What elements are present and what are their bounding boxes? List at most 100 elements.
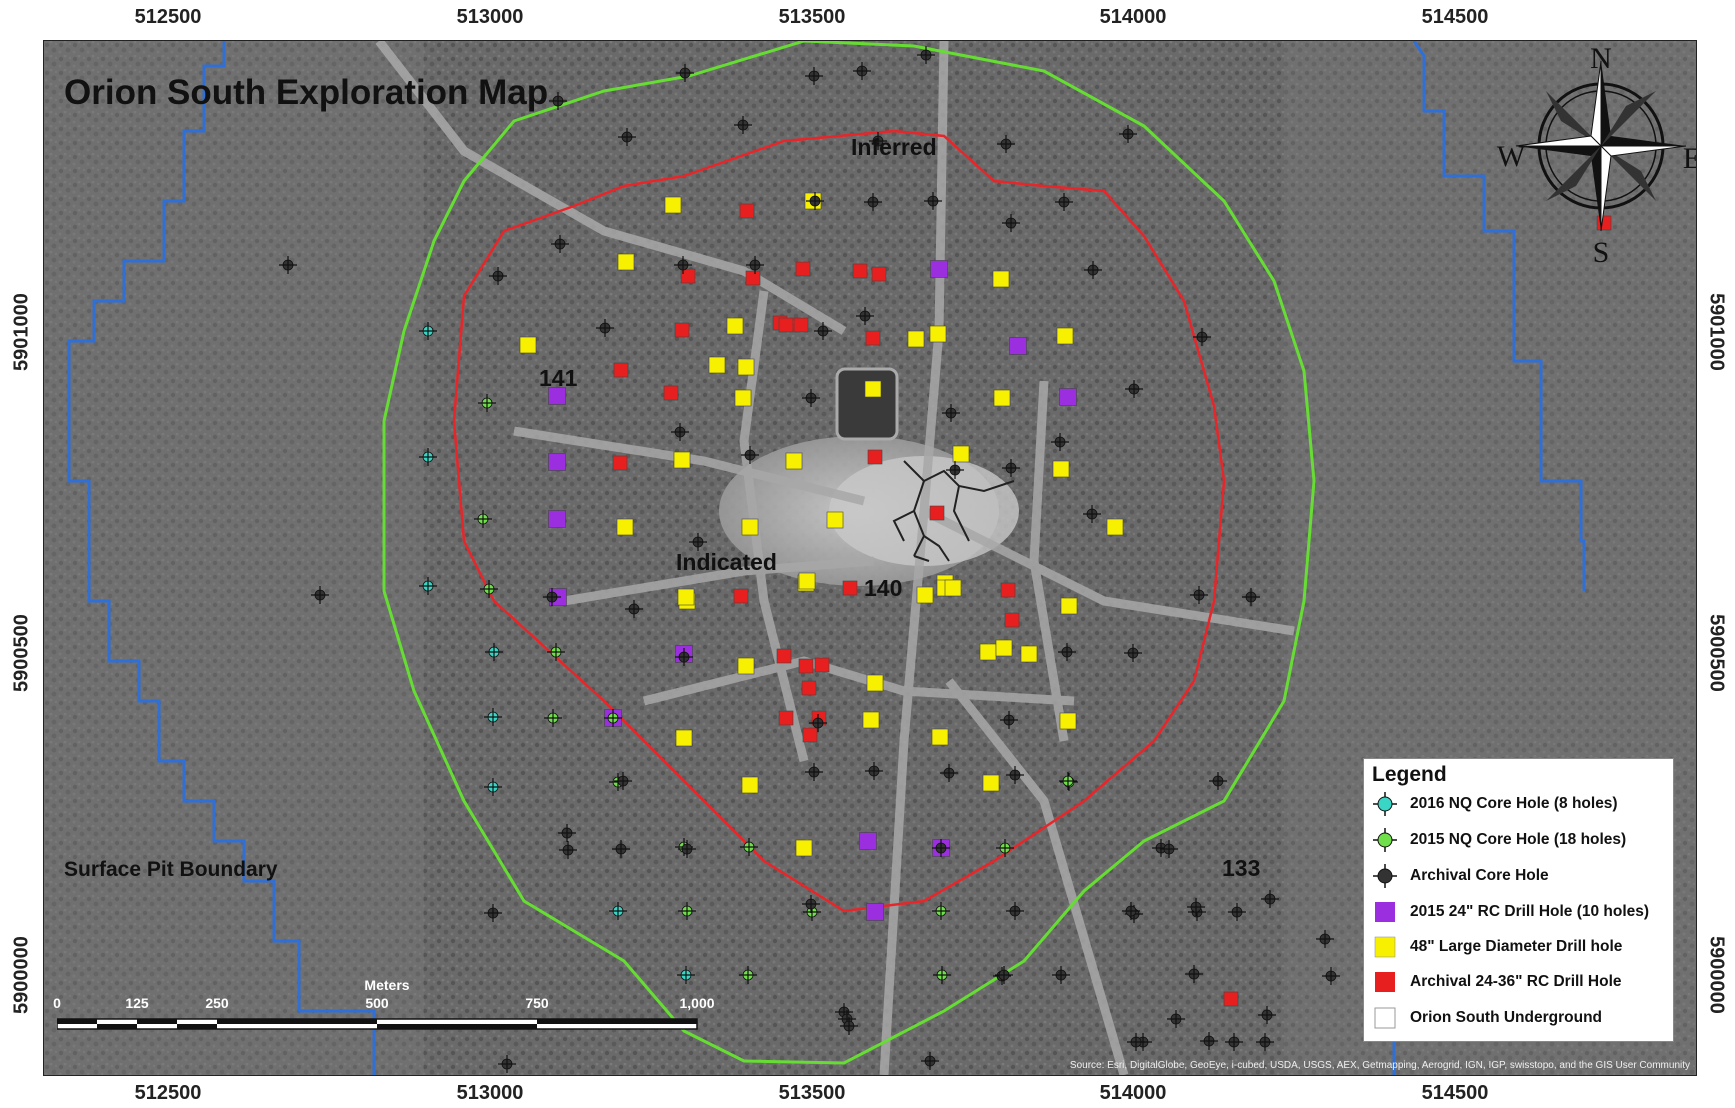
archival-core-hole bbox=[279, 256, 297, 274]
map-frame[interactable]: Orion South Exploration Map Inferred Ind… bbox=[43, 40, 1697, 1076]
archival-rc-drill-hole bbox=[1004, 612, 1020, 628]
archival-core-hole bbox=[1124, 644, 1142, 662]
compass-rose-icon bbox=[1515, 60, 1687, 232]
legend-item: 48" Large Diameter Drill hole bbox=[1372, 932, 1622, 962]
lease-boundary-west bbox=[67, 41, 376, 1075]
archival-core-hole bbox=[674, 256, 692, 274]
archival-core-hole bbox=[1322, 967, 1340, 985]
archival-core-hole bbox=[805, 67, 823, 85]
archival-core-hole bbox=[675, 648, 693, 666]
rc-drill-hole-2015 bbox=[548, 510, 566, 528]
northing-label-left: 5901000 bbox=[10, 293, 33, 371]
archival-core-hole bbox=[1190, 586, 1208, 604]
easting-label-bottom: 512500 bbox=[134, 1082, 202, 1104]
large-diameter-drill-hole bbox=[952, 445, 970, 463]
large-diameter-drill-hole bbox=[673, 451, 691, 469]
inferred-label: Inferred bbox=[851, 134, 937, 160]
legend-item: 2016 NQ Core Hole (8 holes) bbox=[1372, 789, 1618, 819]
indicated-boundary bbox=[452, 129, 1226, 913]
large-diameter-drill-hole bbox=[664, 196, 682, 214]
archival-rc-drill-hole bbox=[739, 203, 755, 219]
archival-rc-drill-hole bbox=[680, 268, 696, 284]
nq-core-hole-2016 bbox=[419, 577, 437, 595]
archival-core-hole bbox=[1316, 930, 1334, 948]
archival-core-hole bbox=[946, 461, 964, 479]
large-diameter-drill-hole bbox=[992, 270, 1010, 288]
inferred-boundary bbox=[382, 41, 1316, 1065]
large-diameter-drill-hole bbox=[795, 839, 813, 857]
easting-label-bottom: 513500 bbox=[778, 1082, 846, 1104]
large-diameter-drill-hole bbox=[677, 588, 695, 606]
archival-core-hole bbox=[498, 1055, 516, 1073]
nq-core-hole-2015 bbox=[604, 709, 622, 727]
legend-item-label: 2015 24" RC Drill Hole (10 holes) bbox=[1410, 903, 1650, 920]
archival-core-hole bbox=[1258, 1006, 1276, 1024]
archival-core-hole bbox=[1225, 1033, 1243, 1051]
archival-core-hole bbox=[1052, 966, 1070, 984]
legend-item: 2015 24" RC Drill Hole (10 holes) bbox=[1372, 897, 1649, 927]
archival-core-hole bbox=[865, 762, 883, 780]
archival-core-hole bbox=[869, 132, 887, 150]
large-diameter-drill-hole bbox=[785, 452, 803, 470]
archival-rc-drill-hole bbox=[801, 680, 817, 696]
archival-core-hole bbox=[734, 116, 752, 134]
large-diameter-drill-hole bbox=[798, 572, 816, 590]
large-diameter-drill-hole bbox=[1052, 460, 1070, 478]
map-canvas[interactable] bbox=[44, 41, 1696, 1075]
archival-rc-drill-hole bbox=[793, 317, 809, 333]
archival-core-hole bbox=[1000, 711, 1018, 729]
nq-core-hole-2015 bbox=[1059, 772, 1077, 790]
large-diameter-drill-hole bbox=[726, 317, 744, 335]
archival-core-hole bbox=[1125, 380, 1143, 398]
large-diameter-drill-hole bbox=[734, 389, 752, 407]
archival-core-hole bbox=[802, 895, 820, 913]
rc-drill-hole-2015 bbox=[866, 903, 884, 921]
archival-rc-drill-hole bbox=[612, 455, 628, 471]
scale-tick: 0 bbox=[53, 995, 61, 1011]
rc-drill-hole-2015 bbox=[930, 260, 948, 278]
archival-core-hole bbox=[924, 192, 942, 210]
archival-core-hole bbox=[1261, 890, 1279, 908]
archival-core-hole bbox=[678, 840, 696, 858]
archival-rc-drill-hole bbox=[663, 385, 679, 401]
scale-tick: 500 bbox=[365, 995, 389, 1011]
archival-core-hole bbox=[942, 404, 960, 422]
legend-item: 2015 NQ Core Hole (18 holes) bbox=[1372, 825, 1626, 855]
archival-core-hole bbox=[1122, 902, 1140, 920]
archival-core-hole bbox=[676, 64, 694, 82]
archival-core-hole bbox=[1256, 1033, 1274, 1051]
archival-core-hole bbox=[484, 904, 502, 922]
orion-south-underground bbox=[892, 460, 1015, 562]
legend-item-label: Archival 24-36" RC Drill Hole bbox=[1410, 973, 1622, 990]
archival-core-hole bbox=[549, 92, 567, 110]
large-diameter-drill-hole bbox=[741, 776, 759, 794]
easting-label-top: 512500 bbox=[134, 6, 202, 28]
large-diameter-drill-hole bbox=[826, 511, 844, 529]
archival-core-hole bbox=[1002, 459, 1020, 477]
northing-label-right: 5901000 bbox=[1705, 293, 1728, 371]
archival-core-hole bbox=[995, 966, 1013, 984]
archival-core-hole bbox=[489, 267, 507, 285]
archival-core-hole bbox=[1193, 328, 1211, 346]
archival-core-hole bbox=[856, 307, 874, 325]
large-diameter-drill-hole bbox=[1020, 645, 1038, 663]
nq-core-hole-2015 bbox=[933, 966, 951, 984]
archival-core-hole bbox=[864, 193, 882, 211]
northing-label-left: 5900000 bbox=[10, 936, 33, 1014]
kimberlite-133-label: 133 bbox=[1222, 855, 1261, 881]
archival-rc-drill-hole bbox=[733, 588, 749, 604]
northing-label-right: 5900500 bbox=[1705, 614, 1728, 692]
easting-label-bottom: 513000 bbox=[456, 1082, 524, 1104]
north-arrow: N S E W bbox=[1497, 41, 1696, 269]
large-diameter-drill-hole bbox=[617, 253, 635, 271]
archival-rc-drill-hole bbox=[842, 580, 858, 596]
yellow-square-icon bbox=[1372, 934, 1398, 960]
drill-holes-layer bbox=[279, 46, 1612, 1073]
scale-tick: 750 bbox=[525, 995, 549, 1011]
archival-core-hole bbox=[940, 764, 958, 782]
archival-core-hole bbox=[1209, 772, 1227, 790]
nq-core-hole-2015 bbox=[996, 839, 1014, 857]
archival-core-hole bbox=[1119, 125, 1137, 143]
green-core-hole-icon bbox=[1372, 827, 1398, 853]
large-diameter-drill-hole bbox=[982, 774, 1000, 792]
